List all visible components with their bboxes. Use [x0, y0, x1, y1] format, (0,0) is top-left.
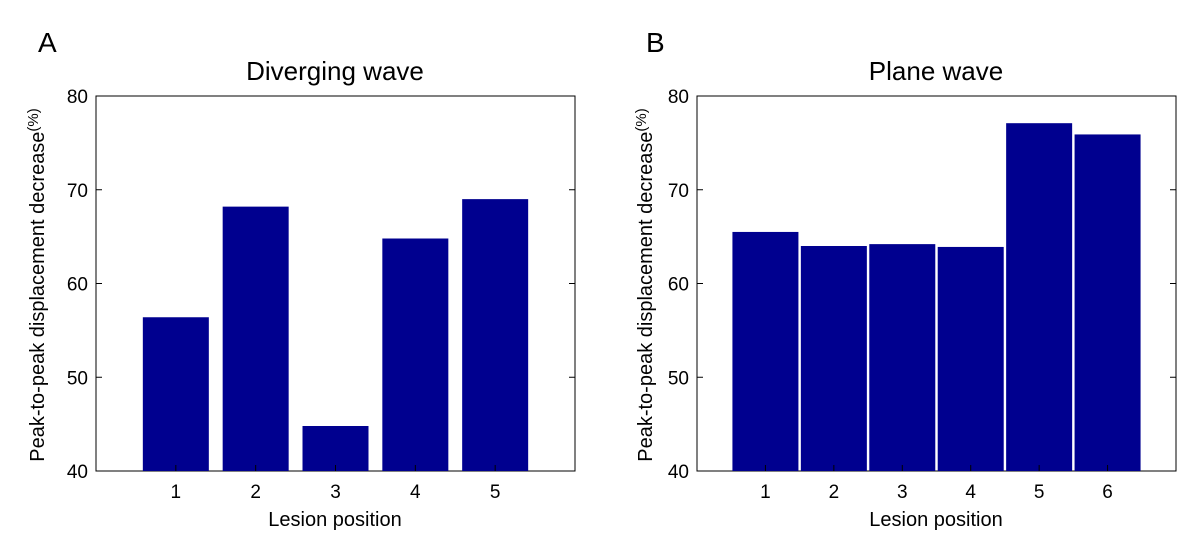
chart-title: Diverging wave — [246, 56, 424, 86]
chart-panel-b: B Plane wave 40 50 60 70 80 1 2 3 4 5 6 Lesion po… — [633, 27, 1177, 531]
bar-series — [732, 123, 1141, 471]
bar — [1006, 123, 1073, 471]
bar — [937, 246, 1004, 471]
y-tick-label: 40 — [67, 462, 88, 483]
x-tick-label: 3 — [897, 482, 908, 503]
bar — [1074, 134, 1141, 471]
bar — [222, 206, 289, 471]
y-axis-label-unit: (%) — [25, 108, 42, 131]
x-tick-label: 5 — [1034, 482, 1045, 503]
x-tick-label: 2 — [250, 482, 261, 503]
bar — [302, 426, 369, 471]
y-tick-label: 70 — [67, 181, 88, 202]
y-tick-label: 50 — [67, 368, 88, 389]
y-tick-label: 50 — [668, 368, 689, 389]
y-tick-label: 80 — [668, 87, 689, 108]
y-tick-label: 70 — [668, 181, 689, 202]
bar — [800, 246, 867, 471]
x-tick-label: 1 — [760, 482, 771, 503]
y-tick-label: 80 — [67, 87, 88, 108]
y-axis-label: Peak-to-peak displacement decrease(%) — [633, 108, 657, 462]
y-axis-label: Peak-to-peak displacement decrease(%) — [25, 108, 49, 462]
panel-label: B — [646, 27, 665, 58]
x-axis-label: Lesion position — [268, 509, 401, 531]
x-tick-label: 4 — [410, 482, 421, 503]
x-axis-ticks: 1 2 3 4 5 — [171, 465, 501, 503]
bar — [142, 317, 209, 471]
x-tick-label: 4 — [965, 482, 976, 503]
x-axis-ticks: 1 2 3 4 5 6 — [760, 465, 1113, 503]
x-tick-label: 5 — [490, 482, 501, 503]
y-axis-label-text: Peak-to-peak displacement decrease — [27, 132, 49, 462]
bar — [732, 231, 799, 471]
y-tick-label: 40 — [668, 462, 689, 483]
panel-label: A — [38, 27, 57, 58]
x-tick-label: 2 — [829, 482, 840, 503]
y-axis-ticks: 40 50 60 70 80 — [668, 87, 1176, 483]
x-axis-label: Lesion position — [869, 509, 1002, 531]
y-axis-ticks: 40 50 60 70 80 — [67, 87, 575, 483]
x-tick-label: 1 — [171, 482, 182, 503]
chart-panel-a: A Diverging wave 40 50 60 70 80 1 2 3 4 5 Lesion… — [25, 27, 576, 531]
bar-series — [142, 199, 529, 471]
y-axis-label-unit: (%) — [633, 108, 650, 131]
y-tick-label: 60 — [668, 275, 689, 296]
x-tick-label: 3 — [330, 482, 341, 503]
x-tick-label: 6 — [1102, 482, 1113, 503]
bar — [869, 244, 936, 471]
y-axis-label-text: Peak-to-peak displacement decrease — [635, 132, 657, 462]
bar — [462, 199, 529, 471]
y-tick-label: 60 — [67, 275, 88, 296]
bar — [382, 238, 449, 471]
chart-title: Plane wave — [869, 56, 1003, 86]
